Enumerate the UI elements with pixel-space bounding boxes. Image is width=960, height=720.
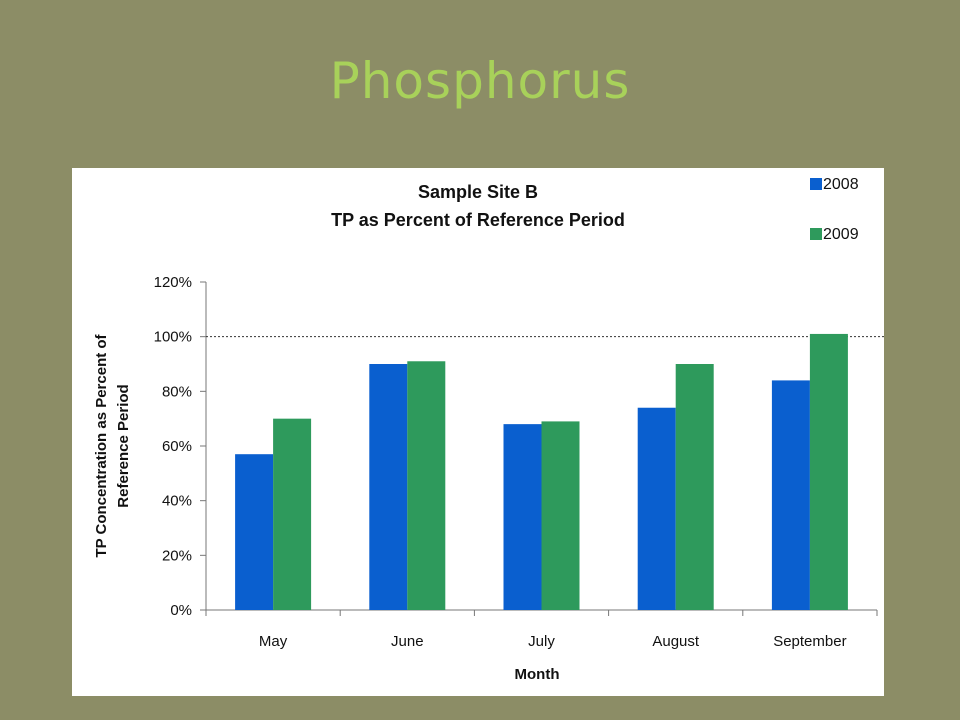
chart-title-line: TP as Percent of Reference Period (331, 210, 625, 230)
x-tick-label: September (773, 633, 846, 650)
bar-2009-may (273, 418, 312, 610)
chart-panel: Sample Site B TP as Percent of Reference … (72, 168, 884, 696)
bar-2009-september (809, 333, 848, 610)
y-tick-label: 0% (170, 602, 192, 619)
legend-swatch-2008 (810, 178, 822, 190)
y-axis-title-line: Reference Period (115, 384, 132, 507)
bar-2009-august (675, 364, 714, 610)
bar-2008-may (235, 454, 274, 610)
bar-2008-july (503, 424, 542, 610)
x-tick-label: August (652, 633, 700, 650)
legend-swatch-2009 (810, 228, 822, 240)
chart-axes (200, 281, 884, 616)
bar-2008-june (369, 364, 408, 610)
chart-title: Sample Site B TP as Percent of Reference … (331, 182, 625, 230)
bar-2008-august (637, 407, 676, 610)
y-axis-title: TP Concentration as Percent of Reference … (93, 333, 132, 557)
y-tick-label: 40% (162, 493, 192, 510)
y-tick-label: 80% (162, 383, 192, 400)
x-tick-label: May (259, 633, 288, 650)
chart-legend: 2008 2009 (810, 176, 859, 243)
y-tick-label: 20% (162, 547, 192, 564)
x-tick-labels: May June July August September (259, 633, 847, 650)
y-tick-labels: 0% 20% 40% 60% 80% 100% 120% (154, 274, 192, 619)
y-tick-label: 120% (154, 274, 192, 291)
legend-label-2009: 2009 (823, 226, 859, 243)
slide-title: Phosphorus (329, 52, 631, 110)
y-axis-title-line: TP Concentration as Percent of (93, 333, 110, 557)
bar-2009-june (407, 361, 446, 610)
bar-2008-september (771, 380, 810, 610)
bar-chart: Sample Site B TP as Percent of Reference … (93, 176, 884, 683)
x-tick-label: June (391, 633, 424, 650)
x-axis-title: Month (515, 666, 560, 683)
chart-bars (235, 333, 848, 610)
y-tick-label: 100% (154, 329, 192, 346)
bar-2009-july (541, 421, 580, 610)
x-tick-label: July (528, 633, 555, 650)
chart-title-line: Sample Site B (418, 182, 538, 202)
legend-label-2008: 2008 (823, 176, 859, 193)
y-tick-label: 60% (162, 438, 192, 455)
